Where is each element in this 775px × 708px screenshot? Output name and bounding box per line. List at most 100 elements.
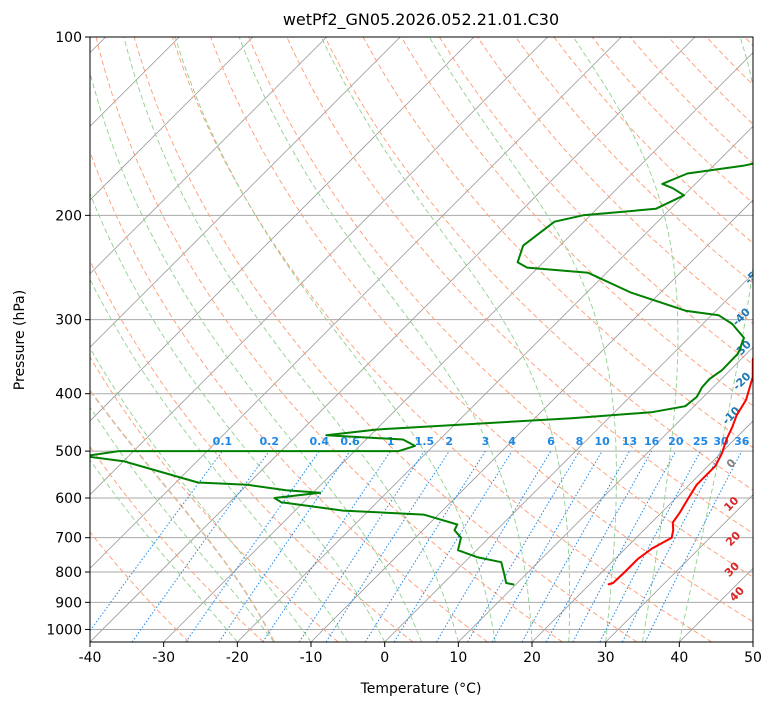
dry-adiabat-line <box>515 37 753 284</box>
isotherm-line <box>384 273 753 642</box>
dry-adiabat-line <box>248 37 753 578</box>
mixing-ratio-label: 36 <box>734 435 750 448</box>
plot-frame <box>89 36 754 643</box>
dry-adiabat-line <box>133 37 638 642</box>
x-tick-label: 20 <box>523 650 541 666</box>
mixing-ratio-line <box>218 450 351 642</box>
x-tick-label: 10 <box>449 650 467 666</box>
moist-adiabat-line <box>90 459 238 642</box>
dry-adiabat-line <box>90 531 190 642</box>
y-tick-label: 500 <box>55 444 82 460</box>
y-tick-label: 100 <box>55 30 82 46</box>
isotherm-line <box>605 494 753 642</box>
mixing-ratio-line <box>545 450 653 642</box>
mixing-ratio-line <box>393 450 513 642</box>
mixing-ratio-label: 8 <box>576 435 584 448</box>
isotherm-line <box>90 37 548 496</box>
mixing-ratio-line <box>364 450 486 642</box>
mixing-ratio-label: 20 <box>668 435 684 448</box>
moist-adiabat-line <box>572 37 679 642</box>
mixing-ratio-line <box>262 450 392 642</box>
chart-title: wetPf2_GN05.2026.052.21.01.C30 <box>283 10 559 30</box>
y-tick-label: 300 <box>55 313 82 329</box>
mixing-ratio-line <box>644 450 743 642</box>
isotherm-line <box>90 37 254 201</box>
mixing-ratio-label: 16 <box>644 435 660 448</box>
adiabat-label: -50 <box>742 264 765 287</box>
mixing-ratio-label: 0.6 <box>340 435 360 448</box>
dry-adiabat-line <box>90 259 414 642</box>
moist-adiabat-line <box>90 278 349 642</box>
dry-adiabat-line <box>439 37 753 365</box>
x-tick-label: -10 <box>300 650 323 666</box>
x-axis-label: Temperature (°C) <box>360 681 482 697</box>
mixing-ratio-line <box>572 450 677 642</box>
wet-bulb-curve <box>90 389 275 642</box>
dry-adiabat-line <box>90 356 339 642</box>
moist-adiabat-line <box>238 37 533 642</box>
mixing-ratio-line <box>185 450 320 642</box>
y-axis-label: Pressure (hPa) <box>12 290 28 390</box>
dry-adiabat-line <box>324 37 753 491</box>
mixing-ratio-label: 2 <box>445 435 453 448</box>
background-guide-lines <box>90 37 753 642</box>
mixing-ratio-label: 1 <box>387 435 395 448</box>
mixing-ratio-label: 13 <box>622 435 637 448</box>
moist-adiabat-line <box>90 192 386 642</box>
mixing-ratio-line <box>325 450 450 642</box>
mixing-ratio-line <box>131 450 270 642</box>
y-axis: 100 200 300 400 500 600 700 800 900 1000 <box>46 30 90 638</box>
moist-adiabat-line <box>678 37 753 642</box>
isotherm-line <box>458 346 753 642</box>
moist-adiabat-line <box>123 37 459 642</box>
dry-adiabat-line <box>400 37 753 407</box>
x-tick-label: -30 <box>152 650 175 666</box>
dry-adiabat-line <box>95 37 563 642</box>
isotherm-line <box>531 420 753 642</box>
moist-adiabat-line <box>90 406 275 642</box>
y-tick-label: 900 <box>55 595 82 611</box>
y-tick-label: 800 <box>55 565 82 581</box>
mixing-ratio-line <box>90 450 223 632</box>
isotherm-line <box>237 125 753 642</box>
x-tick-label: 50 <box>744 650 762 666</box>
mixing-ratio-label: 25 <box>693 435 708 448</box>
y-tick-label: 200 <box>55 208 82 224</box>
y-tick-label: 1000 <box>46 622 82 638</box>
x-tick-label: 0 <box>380 650 389 666</box>
x-tick-label: 40 <box>670 650 688 666</box>
isotherm-line <box>163 52 753 642</box>
dry-adiabat-line <box>210 37 753 623</box>
moist-adiabat-line <box>174 37 496 642</box>
mixing-ratio-label: 6 <box>547 435 555 448</box>
mixing-ratio-label: 3 <box>482 435 490 448</box>
mixing-ratio-label: 4 <box>508 435 516 448</box>
y-tick-label: 600 <box>55 491 82 507</box>
x-tick-label: 30 <box>597 650 615 666</box>
isotherm-line <box>90 37 327 275</box>
moist-adiabat-line <box>90 347 312 642</box>
mixing-ratio-label: 0.4 <box>310 435 330 448</box>
isotherm-line <box>90 37 401 348</box>
x-axis: -40 -30 -20 -10 0 10 20 30 40 50 <box>79 642 762 666</box>
mixing-ratio-line <box>298 450 425 642</box>
plot-area: 0.10.20.40.611.52346810131620253036-100-… <box>89 36 765 643</box>
mixing-ratio-label: 10 <box>594 435 610 448</box>
mixing-ratio-line <box>599 450 701 642</box>
mixing-ratio-label: 0.1 <box>213 435 233 448</box>
mixing-ratio-label: 0.2 <box>260 435 280 448</box>
mixing-ratio-line <box>621 450 722 642</box>
y-tick-label: 400 <box>55 387 82 403</box>
moist-adiabat-line <box>428 37 617 642</box>
dewpoint-series-line <box>90 162 753 586</box>
x-tick-label: -40 <box>79 650 102 666</box>
isotherm-line <box>90 37 475 422</box>
dry-adiabat-line <box>90 445 264 642</box>
moist-adiabat-line <box>320 37 571 642</box>
mixing-ratio-label: 1.5 <box>415 435 435 448</box>
x-tick-label: -20 <box>226 650 249 666</box>
y-tick-label: 700 <box>55 531 82 547</box>
mixing-ratio-line <box>435 450 552 642</box>
